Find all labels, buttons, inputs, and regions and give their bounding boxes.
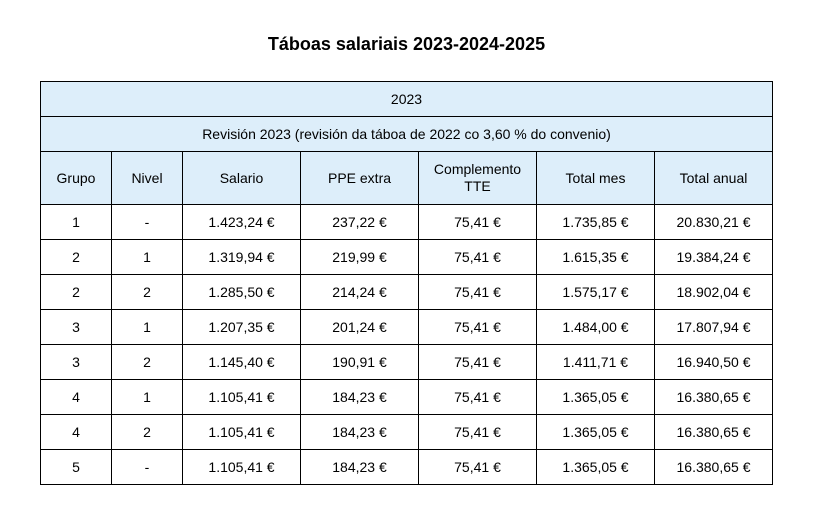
cell-salario: 1.207,35 € (182, 309, 301, 345)
cell-salario: 1.105,41 € (182, 379, 301, 415)
column-header-nivel: Nivel (111, 151, 183, 205)
cell-nivel: 1 (111, 309, 183, 345)
cell-salario: 1.105,41 € (182, 414, 301, 450)
cell-salario: 1.285,50 € (182, 274, 301, 310)
column-header-ppe-extra: PPE extra (300, 151, 419, 205)
cell-total-mes: 1.411,71 € (536, 344, 655, 380)
cell-total-mes: 1.575,17 € (536, 274, 655, 310)
revision-cell: Revisión 2023 (revisión da táboa de 2022… (40, 116, 773, 152)
cell-salario: 1.319,94 € (182, 239, 301, 275)
table-row: 4 1 1.105,41 €184,23 €75,41 €1.365,05 €16.… (40, 379, 773, 415)
cell-grupo: 1 (40, 204, 112, 240)
table-row: 2 1 1.319,94 €219,99 €75,41 €1.615,35 €19.… (40, 239, 773, 275)
cell-grupo: 4 (40, 379, 112, 415)
cell-total-anual: 19.384,24 € (654, 239, 773, 275)
cell-ppe-extra: 184,23 € (300, 449, 419, 485)
table-row: 4 2 1.105,41 €184,23 €75,41 €1.365,05 €16.… (40, 414, 773, 450)
cell-ppe-extra: 214,24 € (300, 274, 419, 310)
cell-ppe-extra: 201,24 € (300, 309, 419, 345)
cell-nivel: 2 (111, 344, 183, 380)
cell-total-anual: 16.380,65 € (654, 379, 773, 415)
cell-complemento-tte: 75,41 € (418, 309, 537, 345)
cell-grupo: 3 (40, 344, 112, 380)
cell-total-anual: 20.830,21 € (654, 204, 773, 240)
cell-ppe-extra: 184,23 € (300, 414, 419, 450)
cell-grupo: 2 (40, 239, 112, 275)
column-header-total-anual: Total anual (654, 151, 773, 205)
cell-complemento-tte: 75,41 € (418, 344, 537, 380)
table-row: 1-1.423,24 €237,22 €75,41 €1.735,85 €20.… (40, 204, 773, 240)
cell-total-anual: 17.807,94 € (654, 309, 773, 345)
cell-nivel: - (111, 204, 183, 240)
revision-row: Revisión 2023 (revisión da táboa de 2022… (40, 116, 773, 152)
cell-salario: 1.423,24 € (182, 204, 301, 240)
cell-ppe-extra: 190,91 € (300, 344, 419, 380)
cell-total-anual: 16.380,65 € (654, 449, 773, 485)
cell-complemento-tte: 75,41 € (418, 379, 537, 415)
year-row: 2023 (40, 81, 773, 117)
cell-ppe-extra: 237,22 € (300, 204, 419, 240)
cell-total-mes: 1.735,85 € (536, 204, 655, 240)
cell-total-mes: 1.615,35 € (536, 239, 655, 275)
table-row: 5-1.105,41 €184,23 €75,41 €1.365,05 €16.… (40, 449, 773, 485)
column-header-grupo: Grupo (40, 151, 112, 205)
cell-nivel: - (111, 449, 183, 485)
cell-total-anual: 16.940,50 € (654, 344, 773, 380)
table-row: 3 1 1.207,35 €201,24 €75,41 €1.484,00 €17.… (40, 309, 773, 345)
cell-salario: 1.105,41 € (182, 449, 301, 485)
cell-total-anual: 16.380,65 € (654, 414, 773, 450)
cell-grupo: 2 (40, 274, 112, 310)
column-header-complemento-tte: Complemento TTE (418, 151, 537, 205)
cell-total-mes: 1.484,00 € (536, 309, 655, 345)
cell-salario: 1.145,40 € (182, 344, 301, 380)
column-header-salario: Salario (182, 151, 301, 205)
cell-grupo: 4 (40, 414, 112, 450)
cell-complemento-tte: 75,41 € (418, 414, 537, 450)
cell-complemento-tte: 75,41 € (418, 274, 537, 310)
cell-grupo: 5 (40, 449, 112, 485)
year-cell: 2023 (40, 81, 773, 117)
column-header-row: Grupo Nivel Salario PPE extra Complement… (40, 151, 773, 205)
page-title: Táboas salariais 2023-2024-2025 (267, 34, 546, 54)
cell-total-mes: 1.365,05 € (536, 449, 655, 485)
cell-nivel: 1 (111, 239, 183, 275)
cell-ppe-extra: 184,23 € (300, 379, 419, 415)
cell-grupo: 3 (40, 309, 112, 345)
cell-total-mes: 1.365,05 € (536, 414, 655, 450)
table-row: 3 2 1.145,40 €190,91 €75,41 €1.411,71 €16.… (40, 344, 773, 380)
cell-total-mes: 1.365,05 € (536, 379, 655, 415)
cell-nivel: 2 (111, 414, 183, 450)
cell-ppe-extra: 219,99 € (300, 239, 419, 275)
cell-nivel: 2 (111, 274, 183, 310)
cell-complemento-tte: 75,41 € (418, 239, 537, 275)
table-body: 1-1.423,24 €237,22 €75,41 €1.735,85 €20.… (40, 204, 773, 485)
salary-table: 2023 Revisión 2023 (revisión da táboa de… (40, 81, 773, 485)
cell-nivel: 1 (111, 379, 183, 415)
cell-total-anual: 18.902,04 € (654, 274, 773, 310)
table-row: 2 2 1.285,50 €214,24 €75,41 €1.575,17 €18.… (40, 274, 773, 310)
cell-complemento-tte: 75,41 € (418, 449, 537, 485)
column-header-total-mes: Total mes (536, 151, 655, 205)
cell-complemento-tte: 75,41 € (418, 204, 537, 240)
